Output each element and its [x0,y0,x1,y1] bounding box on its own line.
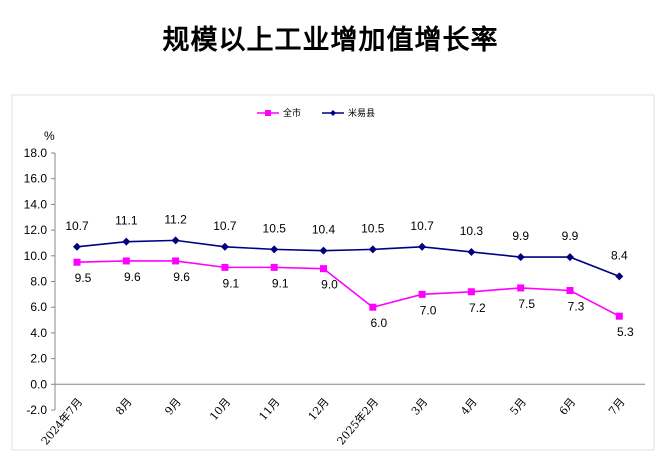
data-point [73,242,81,251]
data-label: 7.2 [469,301,486,315]
legend-marker [330,110,336,116]
data-label: 10.7 [213,219,237,233]
data-label: 7.5 [518,297,535,311]
data-point [73,258,81,266]
x-tick-label: 8月 [113,396,135,418]
data-point [516,253,525,262]
data-label: 9.1 [223,276,240,290]
x-tick-label: 7月 [606,396,628,418]
data-point [122,257,130,265]
x-tick-label: 9月 [162,396,184,418]
data-point [320,265,327,273]
x-tick-label: 11月 [256,396,282,424]
data-label: 7.0 [420,303,437,317]
x-tick-label: 6月 [557,396,579,418]
y-tick-label: 4.0 [30,326,47,340]
data-label: 10.5 [361,221,385,235]
data-point [172,257,180,265]
data-point [122,237,131,246]
y-tick-label: 18.0 [24,146,48,160]
y-tick-label: 10.0 [24,249,48,263]
data-point [467,247,476,256]
data-label: 11.1 [115,214,138,228]
data-point [467,288,475,296]
data-point [615,312,623,320]
data-label: 11.2 [164,212,187,226]
series-line-1 [76,239,620,278]
x-tick-label: 5月 [507,396,529,418]
data-point [369,303,377,311]
y-axis-label: % [44,129,55,143]
data-point [171,236,180,245]
chart-frame [11,94,655,451]
y-tick-label: 12.0 [24,223,48,237]
data-label: 10.5 [263,221,287,235]
data-label: 9.0 [321,278,338,292]
x-tick-label: 12月 [306,396,332,424]
data-point [566,286,574,294]
x-tick-label: 10月 [207,396,233,424]
data-point [368,245,377,254]
data-label: 10.7 [410,219,434,233]
y-tick-label: 0.0 [30,377,47,391]
legend-label: 米易县 [348,107,375,118]
legend-marker [265,110,271,116]
data-point [418,242,427,251]
data-label: 9.5 [75,271,92,285]
x-tick-label: 4月 [458,396,480,418]
data-point [418,290,426,298]
data-label: 7.3 [568,299,585,313]
data-label: 9.6 [173,270,190,284]
data-point [319,246,328,255]
y-tick-label: 14.0 [24,197,48,211]
y-tick-label: -2.0 [26,403,47,417]
data-label: 9.1 [272,276,289,290]
data-label: 10.3 [460,224,484,238]
data-label: 6.0 [370,316,387,330]
data-label: 8.4 [611,248,628,262]
data-label: 9.9 [562,229,579,243]
data-point [615,272,624,281]
y-tick-label: 8.0 [30,275,47,289]
data-label: 9.9 [512,229,529,243]
y-tick-label: 6.0 [30,300,47,314]
data-point [220,242,229,251]
data-label: 9.6 [124,270,141,284]
data-point [517,284,525,292]
x-tick-label: 2025年2月 [334,395,381,448]
chart-title: 规模以上工业增加值增长率 [162,25,499,56]
data-point [221,263,229,271]
x-tick-label: 3月 [409,396,431,418]
data-label: 5.3 [617,325,634,339]
y-tick-label: 16.0 [24,172,48,186]
data-point [270,245,279,254]
data-point [270,263,278,271]
series-line-0 [76,260,620,317]
data-point [566,253,574,262]
legend: 全市 米易县 [257,107,375,118]
y-tick-label: 2.0 [30,352,47,366]
data-label: 10.7 [65,219,89,233]
data-label: 10.4 [312,223,336,237]
legend-label: 全市 [283,107,301,118]
